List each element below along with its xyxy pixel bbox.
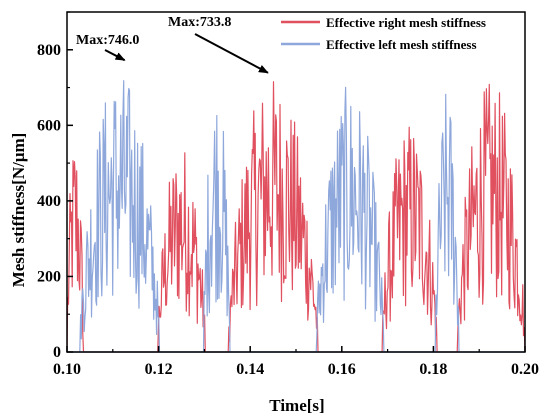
x-tick-label: 0.10 <box>53 361 81 378</box>
y-tick-label: 800 <box>37 42 61 59</box>
x-tick-label: 0.18 <box>419 361 447 378</box>
max-annotation-arrow <box>104 49 126 62</box>
x-tick-label: 0.12 <box>145 361 173 378</box>
y-tick-label: 600 <box>37 117 61 134</box>
y-axis-label: Mesh stiffness[N/μm] <box>9 133 28 288</box>
y-tick-label: 0 <box>53 344 61 361</box>
x-tick-label: 0.16 <box>328 361 356 378</box>
legend-label-left: Effective left mesh stiffness <box>326 37 477 52</box>
plot-frame <box>66 11 526 353</box>
series-line-right <box>66 81 526 353</box>
x-axis-label: Time[s] <box>269 396 324 415</box>
x-tick-label: 0.14 <box>236 361 264 378</box>
axes-layer: 0.10 0.12 0.14 0.16 0.18 0.20 0 200 400 600 800 <box>37 11 539 378</box>
legend-label-right: Effective right mesh stiffness <box>326 15 486 30</box>
max-annotation-label: Max:733.8 <box>168 15 231 30</box>
max-annotation-arrow <box>194 33 269 74</box>
y-tick-label: 200 <box>37 268 61 285</box>
series-line-left <box>79 80 460 353</box>
annotation-layer: Max:746.0 Max:733.8 <box>76 15 269 74</box>
legend: Effective right mesh stiffness Effective … <box>281 15 486 52</box>
y-tick-label: 400 <box>37 193 61 210</box>
series-layer <box>66 80 526 353</box>
max-annotation-label: Max:746.0 <box>76 33 139 48</box>
x-tick-label: 0.20 <box>511 361 539 378</box>
